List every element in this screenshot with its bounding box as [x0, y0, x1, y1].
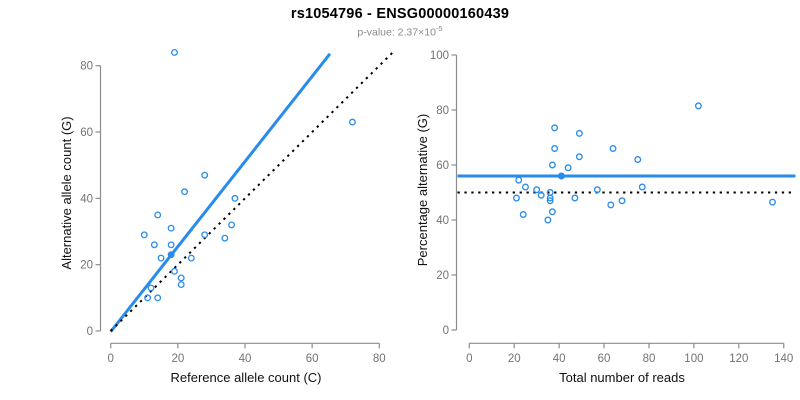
data-point	[177, 274, 185, 282]
y-tick-label: 60	[436, 160, 449, 172]
data-point	[551, 145, 559, 152]
data-point	[201, 171, 209, 179]
data-point	[150, 241, 158, 249]
data-point	[571, 194, 579, 202]
data-point	[154, 294, 162, 302]
data-point	[575, 153, 583, 161]
data-point	[231, 194, 239, 202]
x-tick-label: 80	[373, 353, 386, 365]
data-point	[533, 186, 541, 194]
data-point	[548, 208, 556, 216]
y-tick-label: 100	[430, 50, 449, 62]
data-point	[147, 284, 155, 292]
data-point	[140, 231, 148, 239]
regression-line	[109, 52, 332, 333]
data-point	[228, 221, 236, 229]
data-point	[769, 198, 776, 206]
x-tick-label: 80	[643, 353, 656, 365]
data-point	[177, 281, 185, 289]
data-point	[171, 267, 178, 275]
data-point	[187, 254, 195, 262]
highlighted-data-point	[167, 251, 175, 259]
data-point	[348, 118, 356, 126]
right-scatter-plot: 0 20 40 60 80 100 0 20 40 60 80 100 120 140 Total numb…	[415, 50, 796, 385]
data-point	[546, 197, 554, 205]
x-tick-label: 60	[598, 353, 611, 365]
x-tick-label: 0	[466, 353, 472, 365]
data-point	[546, 194, 554, 202]
data-point	[564, 164, 572, 172]
data-point	[221, 234, 229, 242]
data-point	[522, 183, 529, 191]
x-tick-label: 0	[107, 353, 113, 365]
y-tick-label: 40	[436, 215, 449, 227]
y-axis-title: Percentage alternative (G)	[415, 114, 430, 266]
x-tick-label: 20	[171, 353, 184, 365]
x-tick-label: 100	[684, 353, 703, 365]
data-point	[593, 186, 601, 194]
data-point	[618, 197, 626, 205]
x-tick-label: 40	[553, 353, 566, 365]
y-tick-label: 0	[87, 326, 93, 338]
p-value-exponent: -5	[435, 24, 443, 33]
p-value-subtitle: p-value: 2.37×10-5	[0, 24, 800, 39]
y-tick-label: 80	[436, 105, 449, 117]
data-point	[634, 156, 642, 163]
y-tick-label: 20	[80, 260, 93, 272]
p-value-text: p-value: 2.37×10	[357, 26, 436, 39]
data-point	[609, 145, 617, 152]
data-point	[537, 191, 545, 199]
data-point	[154, 211, 162, 219]
data-point	[607, 201, 615, 209]
data-point	[694, 102, 702, 110]
y-tick-label: 20	[436, 270, 449, 282]
x-tick-label: 60	[306, 353, 319, 365]
y-axis-title: Alternative allele count (G)	[59, 116, 74, 269]
data-point	[167, 241, 175, 249]
page-title: rs1054796 - ENSG00000160439	[290, 6, 510, 22]
y-tick-label: 0	[443, 325, 449, 337]
data-point	[575, 129, 583, 137]
data-point	[551, 124, 559, 132]
y-tick-label: 60	[80, 127, 93, 139]
data-point	[171, 49, 178, 56]
data-point	[548, 161, 556, 169]
x-tick-label: 40	[239, 353, 252, 365]
y-tick-label: 40	[80, 193, 93, 205]
data-point	[515, 176, 523, 184]
data-point	[201, 231, 209, 239]
x-tick-label: 20	[508, 353, 521, 365]
data-point	[638, 183, 646, 191]
data-point	[513, 194, 520, 202]
y-tick-label: 80	[80, 61, 93, 73]
data-point	[544, 216, 552, 224]
highlighted-data-point	[557, 172, 565, 180]
left-scatter-plot: 0 20 40 60 80 0 20 40 60 80 Reference allele count…	[59, 49, 394, 385]
x-axis-title: Total number of reads	[559, 370, 685, 385]
data-point	[144, 294, 152, 302]
data-point	[181, 188, 189, 196]
x-tick-label: 140	[774, 353, 793, 365]
data-point	[167, 224, 175, 232]
x-axis-title: Reference allele count (C)	[170, 370, 321, 385]
data-point	[157, 254, 165, 262]
data-point	[519, 211, 527, 218]
x-tick-label: 120	[729, 353, 748, 365]
